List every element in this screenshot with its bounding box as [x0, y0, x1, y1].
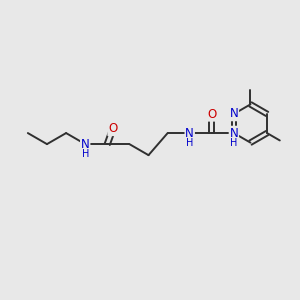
Text: H: H	[230, 138, 238, 148]
Text: O: O	[207, 108, 216, 121]
Text: H: H	[186, 138, 194, 148]
Text: H: H	[82, 149, 89, 159]
Text: N: N	[185, 127, 194, 140]
Text: N: N	[230, 127, 238, 140]
Text: N: N	[81, 138, 90, 151]
Text: O: O	[108, 122, 118, 135]
Text: N: N	[230, 107, 238, 120]
